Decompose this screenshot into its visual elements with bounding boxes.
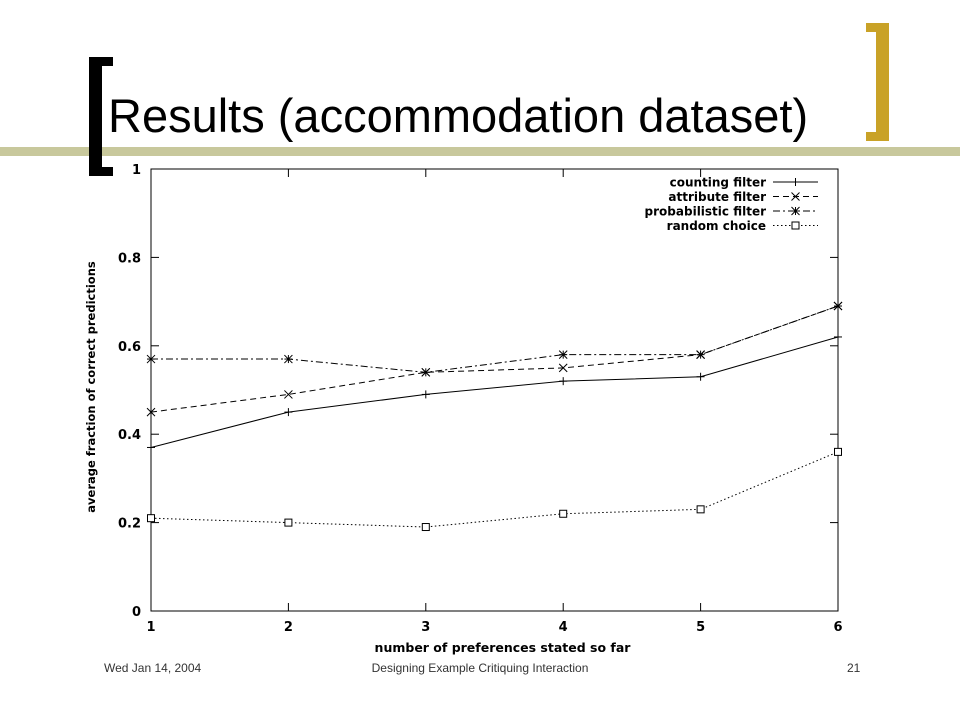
footer-date: Wed Jan 14, 2004	[104, 661, 202, 675]
data-point-3-3	[559, 509, 568, 518]
x-tick-label: 4	[559, 620, 568, 635]
marker-stroke	[147, 514, 155, 523]
y-tick-label: 0.6	[118, 340, 141, 355]
plot-frame	[150, 168, 839, 612]
marker-stroke	[791, 206, 800, 216]
data-point-3-1	[284, 518, 293, 527]
marker-stroke	[696, 350, 705, 359]
marker-stroke	[833, 301, 843, 311]
marker-stroke	[791, 192, 800, 201]
data-point-2-3	[558, 350, 568, 359]
legend-label: probabilistic filter	[645, 205, 767, 219]
x-axis-label: number of preferences stated so far	[375, 640, 632, 655]
series-line-1	[150, 305, 839, 413]
marker-stroke	[834, 447, 842, 456]
page-number: 21	[847, 661, 861, 675]
data-point-0-0	[147, 443, 155, 452]
marker-stroke	[284, 354, 293, 364]
legend-label: counting filter	[670, 176, 766, 190]
slide-title: Results (accommodation dataset)	[108, 89, 809, 142]
data-point-0-2	[421, 390, 430, 399]
y-tick-label: 0.4	[118, 428, 141, 443]
data-point-2-2	[421, 367, 431, 377]
footer-title: Designing Example Critiquing Interaction	[371, 661, 589, 675]
marker-stroke	[421, 367, 431, 377]
series-line-3	[150, 451, 839, 528]
y-tick-label: 0.2	[118, 517, 141, 532]
data-point-2-1	[284, 354, 293, 364]
marker-stroke	[284, 518, 293, 527]
series-line-0	[150, 336, 839, 448]
title-underline-bar	[0, 147, 960, 156]
data-point-0-3	[559, 377, 568, 386]
marker-stroke	[558, 363, 568, 373]
legend-label: attribute filter	[668, 190, 766, 204]
data-point-3-0	[147, 514, 155, 523]
y-tick-label: 1	[132, 163, 141, 178]
data-point-1-3	[558, 363, 568, 373]
data-point-2-4	[696, 350, 705, 359]
marker-stroke	[146, 407, 156, 417]
data-point-1-1	[284, 390, 293, 399]
marker-stroke	[558, 350, 568, 359]
x-tick-label: 1	[146, 620, 155, 635]
left-bracket-bottom	[89, 167, 113, 176]
marker-stroke	[146, 354, 156, 364]
data-point-3-4	[696, 505, 705, 514]
legend-label: random choice	[667, 219, 766, 233]
left-bracket-top	[89, 57, 113, 66]
data-point-1-0	[146, 407, 156, 417]
marker-stroke	[421, 523, 430, 532]
right-bracket-decoration	[876, 23, 889, 141]
x-tick-label: 6	[833, 620, 842, 635]
data-point-0-1	[284, 408, 293, 417]
right-bracket-top	[866, 23, 889, 32]
legend-marker	[791, 178, 800, 186]
legend-marker	[791, 192, 800, 201]
marker-stroke	[696, 505, 705, 514]
y-axis-label: average fraction of correct predictions	[84, 261, 98, 513]
legend-marker	[791, 221, 800, 230]
left-bracket-decoration	[89, 57, 102, 176]
data-point-2-0	[146, 354, 156, 364]
data-point-3-2	[421, 523, 430, 532]
data-point-3-5	[834, 447, 842, 456]
y-tick-label: 0.8	[118, 251, 141, 266]
y-tick-label: 0	[132, 605, 141, 620]
data-point-2-5	[833, 301, 843, 311]
x-tick-label: 5	[696, 620, 705, 635]
marker-stroke	[791, 221, 800, 230]
data-point-0-5	[834, 332, 842, 341]
x-tick-label: 2	[284, 620, 293, 635]
legend-marker	[791, 206, 800, 216]
x-tick-label: 3	[421, 620, 430, 635]
data-point-0-4	[696, 372, 705, 381]
marker-stroke	[559, 509, 568, 518]
right-bracket-bottom	[866, 132, 889, 141]
series-line-2	[151, 305, 839, 373]
marker-stroke	[284, 390, 293, 399]
